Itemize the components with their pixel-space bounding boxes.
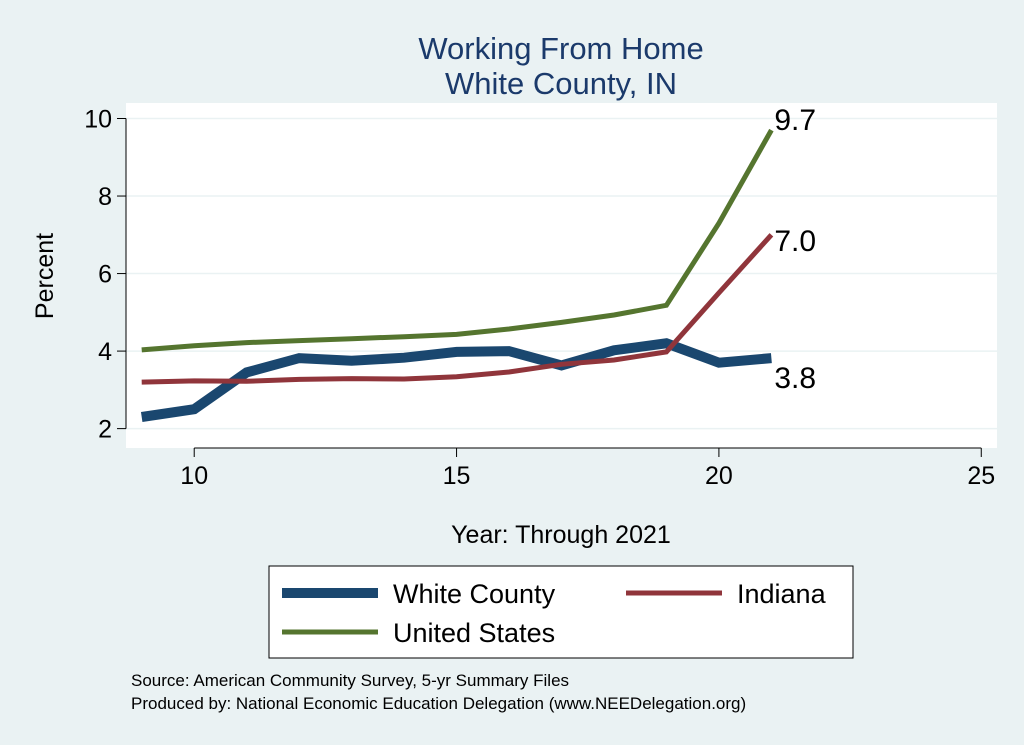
legend-item-white-county: White County [282, 579, 556, 609]
series-lines [140, 128, 774, 422]
x-tick-label-25: 25 [967, 462, 995, 490]
y-axis-title: Percent [31, 233, 59, 319]
legend-item-indiana: Indiana [626, 579, 827, 609]
end-label-indiana: 7.0 [774, 225, 816, 258]
source-note: Source: American Community Survey, 5-yr … [131, 671, 569, 690]
x-tick-label-15: 15 [443, 462, 471, 490]
y-tick-label-4: 4 [98, 338, 112, 366]
chart-title-line-2: White County, IN [445, 66, 677, 101]
legend-label-white-county: White County [393, 579, 556, 609]
x-tick-label-10: 10 [180, 462, 208, 490]
grid-lines [126, 117, 997, 430]
end-label-white-county: 3.8 [774, 362, 816, 395]
series-line-indiana [141, 233, 774, 385]
x-axis-title: Year: Through 2021 [451, 521, 671, 549]
y-tick-label-10: 10 [84, 106, 112, 134]
y-tick-label-2: 2 [98, 416, 112, 444]
axes: 2 4 6 8 10 10 15 20 25 [84, 106, 995, 490]
legend-item-united-states: United States [282, 618, 555, 648]
series-line-white-county [140, 338, 772, 422]
x-tick-label-20: 20 [705, 462, 733, 490]
series-line-united-states [141, 128, 774, 353]
chart-title-line-1: Working From Home [418, 31, 703, 66]
y-tick-label-8: 8 [98, 183, 112, 211]
legend-label-indiana: Indiana [737, 579, 827, 609]
end-label-united-states: 9.7 [774, 104, 816, 137]
plot-area [126, 103, 997, 448]
legend-box [268, 565, 854, 659]
end-labels: 3.8 7.0 9.7 [774, 104, 816, 395]
legend-label-united-states: United States [393, 618, 555, 648]
y-tick-label-6: 6 [98, 261, 112, 289]
produced-by-note: Produced by: National Economic Education… [131, 694, 746, 713]
